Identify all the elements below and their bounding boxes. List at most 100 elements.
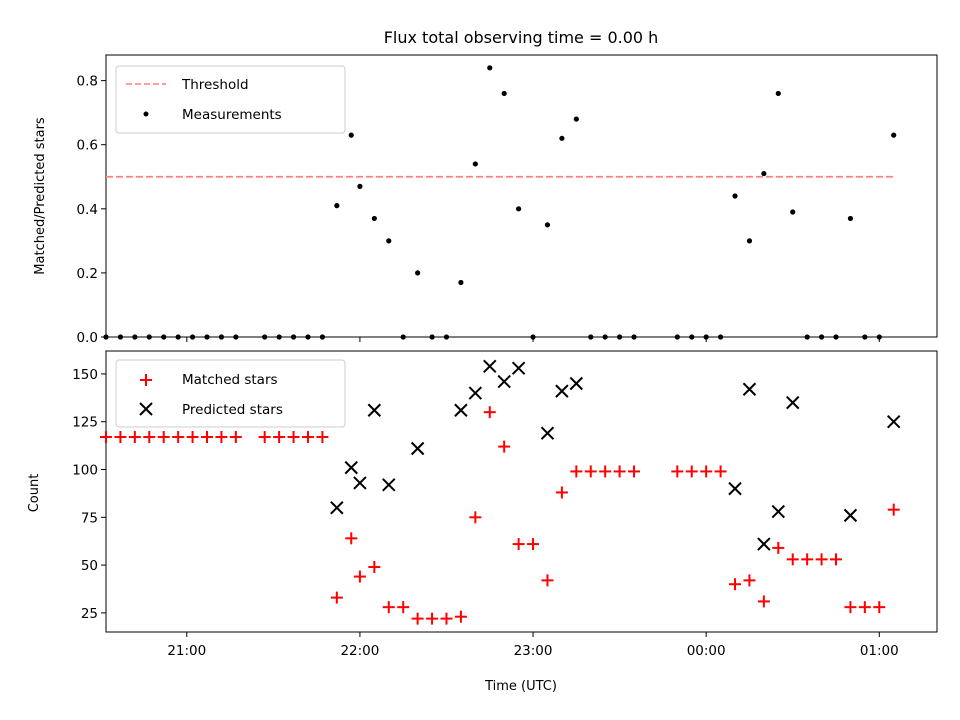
top-y-axis-label: Matched/Predicted stars bbox=[33, 117, 48, 275]
matched-stars-point bbox=[527, 538, 540, 551]
predicted-stars-point bbox=[367, 403, 382, 417]
measurement-point bbox=[204, 334, 210, 340]
matched-stars-point bbox=[469, 511, 482, 524]
matched-stars-point bbox=[700, 465, 713, 478]
top-chart-title: Flux total observing time = 0.00 h bbox=[384, 28, 659, 47]
predicted-stars-point bbox=[786, 395, 800, 410]
matched-stars-point bbox=[844, 601, 857, 614]
matched-stars-point bbox=[786, 553, 799, 566]
measurement-point bbox=[631, 334, 637, 340]
measurement-point bbox=[588, 334, 594, 340]
matched-stars-point bbox=[128, 431, 141, 444]
measurement-point bbox=[602, 334, 608, 340]
matched-stars-point bbox=[200, 431, 213, 444]
matched-stars-point bbox=[229, 431, 242, 444]
predicted-stars-point bbox=[540, 426, 555, 440]
matched-stars-point bbox=[757, 595, 770, 608]
x-tick-label: 22:00 bbox=[340, 643, 379, 659]
measurement-point bbox=[386, 238, 392, 244]
predicted-stars-point bbox=[728, 481, 742, 496]
matched-stars-point bbox=[426, 612, 439, 625]
matched-stars-point bbox=[628, 465, 641, 478]
x-tick-label: 21:00 bbox=[167, 643, 206, 659]
bottom-legend: Matched stars Predicted stars bbox=[115, 359, 346, 428]
predicted-stars-point bbox=[887, 415, 901, 429]
measurement-point bbox=[487, 65, 493, 71]
axes-frame bbox=[105, 54, 938, 338]
predicted-stars-point bbox=[771, 504, 786, 519]
bottom-y-axis-label: Count bbox=[27, 474, 42, 513]
matched-stars-point bbox=[100, 431, 112, 444]
matched-stars-point bbox=[114, 431, 127, 444]
measurement-point bbox=[689, 334, 695, 340]
matched-stars-point bbox=[258, 431, 271, 444]
measurement-point bbox=[891, 132, 897, 138]
measurement-point bbox=[703, 334, 709, 340]
measurement-point bbox=[319, 334, 326, 340]
matched-stars-point bbox=[215, 431, 228, 444]
matched-stars-point bbox=[873, 601, 886, 614]
measurement-point bbox=[501, 90, 507, 97]
legend-predicted-swatch bbox=[139, 402, 153, 416]
matched-stars-point bbox=[584, 465, 597, 478]
measurement-point bbox=[146, 334, 152, 340]
matched-stars-point bbox=[440, 612, 453, 625]
predicted-stars-point bbox=[353, 476, 367, 490]
matched-stars-point bbox=[772, 541, 785, 554]
measurement-point bbox=[559, 135, 565, 141]
bottom-plot-area: 25 50 75 100 125 150 21:00 22:00 23:00 00:00 01:00 bbox=[72, 350, 938, 659]
legend-threshold-label: Threshold bbox=[181, 77, 249, 93]
y-tick-label: 0.2 bbox=[77, 266, 98, 282]
x-tick-label: 01:00 bbox=[860, 643, 899, 659]
predicted-stars-point bbox=[468, 386, 483, 400]
matched-stars-point bbox=[714, 465, 727, 478]
predicted-stars-point bbox=[742, 382, 757, 396]
predicted-stars-point bbox=[382, 478, 396, 492]
measurement-point bbox=[415, 270, 421, 276]
predicted-stars-point bbox=[511, 361, 526, 375]
measurement-point bbox=[516, 206, 522, 212]
measurement-point bbox=[458, 279, 464, 286]
axes-frame bbox=[105, 350, 938, 633]
y-tick-label: 75 bbox=[81, 510, 98, 526]
matched-stars-point bbox=[368, 561, 381, 574]
predicted-stars-point bbox=[757, 537, 771, 551]
measurement-point bbox=[348, 132, 354, 138]
measurement-point bbox=[305, 334, 311, 340]
top-legend-box bbox=[115, 65, 346, 134]
matched-stars-point bbox=[143, 431, 156, 444]
y-tick-label: 0.0 bbox=[77, 330, 98, 346]
y-tick-label: 25 bbox=[81, 606, 98, 622]
measurement-point bbox=[876, 334, 882, 340]
matched-stars-point bbox=[411, 612, 424, 625]
predicted-stars-point bbox=[569, 376, 584, 391]
measurement-point bbox=[674, 334, 680, 340]
predicted-stars-point bbox=[843, 508, 858, 523]
matched-stars-point bbox=[287, 431, 300, 444]
matched-stars-point bbox=[353, 570, 366, 583]
matched-stars-point bbox=[685, 465, 698, 478]
top-legend: Threshold Measurements bbox=[115, 65, 346, 134]
legend-matched-swatch bbox=[140, 374, 152, 386]
matched-stars-point bbox=[613, 465, 626, 478]
measurement-point bbox=[862, 334, 868, 340]
matched-stars-point bbox=[345, 532, 358, 545]
measurement-point bbox=[262, 334, 268, 340]
measurement-point bbox=[117, 334, 124, 340]
matched-stars-point bbox=[541, 574, 554, 587]
matched-stars-point bbox=[729, 578, 742, 591]
measurement-point bbox=[400, 334, 406, 340]
top-plot-area: 0.0 0.2 0.4 0.6 0.8 bbox=[77, 54, 938, 346]
matched-stars-point bbox=[172, 431, 185, 444]
top-panel: Flux total observing time = 0.00 h Match… bbox=[33, 28, 938, 346]
measurement-point bbox=[617, 334, 623, 340]
predicted-stars-point bbox=[410, 441, 425, 456]
measurement-point bbox=[717, 334, 724, 340]
legend-matched-label: Matched stars bbox=[182, 372, 278, 388]
matched-stars-point bbox=[397, 601, 410, 614]
y-tick-label: 50 bbox=[81, 558, 98, 574]
matched-stars-point bbox=[830, 553, 843, 566]
measurement-point bbox=[443, 334, 450, 340]
bottom-legend-box bbox=[115, 359, 346, 428]
